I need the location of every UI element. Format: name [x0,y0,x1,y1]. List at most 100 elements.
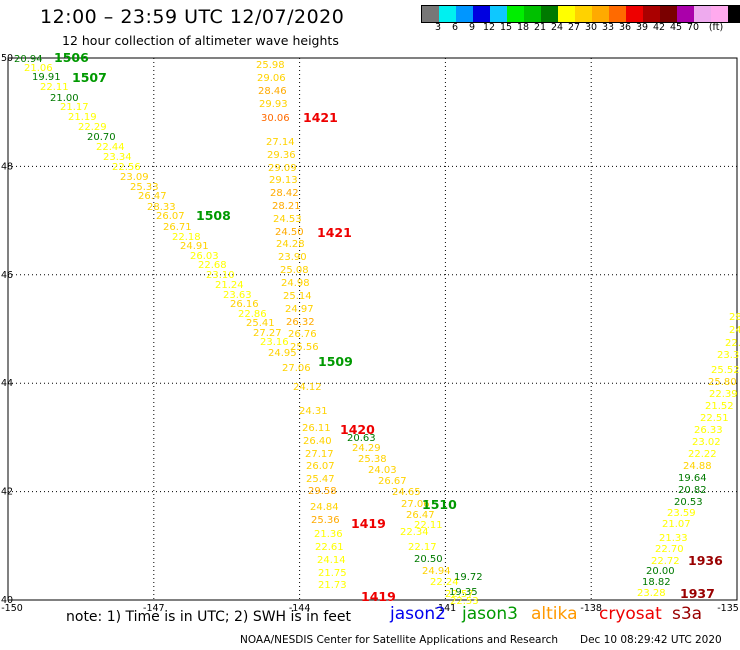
scale-label: 3 [434,22,442,33]
scale-swatch [490,6,507,22]
swh-value: 24.14 [317,555,346,566]
scale-label: 42 [652,22,666,33]
satellite-legend-s3a: s3a [672,604,703,624]
track-id-labels: 1506 1507 1508 1509 1510 1421 1421 1420 1419 1419… [54,50,723,604]
swh-value: 21.17 [60,102,89,113]
track-id-label: 1510 [422,497,457,512]
swh-value: 26.76 [288,329,317,340]
scale-swatch [524,6,541,22]
lat-tick-label: 48 [1,161,13,172]
scale-label: 24 [550,22,564,33]
swh-value: 22.17 [408,542,437,553]
swh-value: 19.35 [449,587,478,598]
swh-value: 25.56 [290,342,319,353]
swh-value: 23.16 [260,337,289,348]
swh-value: 22.39 [709,389,738,400]
swh-value: 24.84 [310,502,339,513]
page-subtitle: 12 hour collection of altimeter wave hei… [62,33,339,48]
scale-swatch [558,6,575,22]
lon-tick-label: -147 [143,603,165,614]
swh-value: 24.50 [275,227,304,238]
swh-value: 23.10 [206,270,235,281]
swh-value: 24.28 [276,239,305,250]
swh-value: 24.2 [729,325,740,336]
swh-value: 21.33 [659,533,688,544]
lat-tick-label: 46 [1,270,13,281]
scale-swatch [473,6,490,22]
scale-swatch [694,6,711,22]
swh-value: 28 [0,0,13,3]
swh-value: 20.00 [646,566,675,577]
scale-swatch [677,6,694,22]
swh-value: 25.47 [306,474,335,485]
swh-value: 23.34 [103,152,132,163]
swh-value: 22.51 [700,413,729,424]
swh-value: 25.36 [311,515,340,526]
swh-value: 21.36 [314,529,343,540]
swh-value: 24.95 [268,348,297,359]
swh-value: 25.52 [711,365,740,376]
swh-value: 18.82 [642,577,671,588]
scale-label: 9 [468,22,476,33]
track-id-label: 1421 [303,110,338,125]
satellite-legend-jason2: jason2 [390,604,446,624]
swh-value: 24.88 [683,461,712,472]
satellite-legend-jason3: jason3 [462,604,518,624]
swh-value: 26.47 [406,510,435,521]
swh-value: 26.11 [302,423,331,434]
scale-swatch [592,6,609,22]
scale-swatch [456,6,473,22]
swh-value: 22.34 [400,527,429,538]
swh-value: 22.18 [172,232,201,243]
swh-value: 21.06 [24,63,53,74]
swh-value: 22.57 [445,589,474,600]
swh-value: 22.56 [112,162,141,173]
swh-value: 28.33 [147,202,176,213]
swh-value: 27.06 [401,499,430,510]
swh-value: 26.47 [138,191,167,202]
scale-label: 15 [499,22,513,33]
generation-timestamp: Dec 10 08:29:42 UTC 2020 [580,634,722,646]
scale-swatch [711,6,728,22]
swh-value: 25.80 [708,377,737,388]
swh-value: 21.24 [215,280,244,291]
swh-value: 25.33 [130,182,159,193]
swh-value: 20.53 [674,497,703,508]
swh-value: 24.91 [180,241,209,252]
lat-tick-label: 44 [1,378,13,389]
swh-value: 26.16 [230,299,259,310]
track-id-label: 1419 [361,589,396,604]
swh-value: 25.08 [280,265,309,276]
swh-value: 20.70 [87,132,116,143]
swh-value: 26.71 [163,222,192,233]
swh-value: 21.75 [318,568,347,579]
lon-tick-label: -135 [717,603,739,614]
swh-value: 20.94 [14,54,43,65]
track-id-label: 1937 [680,586,715,601]
scale-swatch [626,6,643,22]
swh-value: 25.14 [283,291,312,302]
swh-value: 22.11 [40,82,69,93]
swh-value: 29.58 [308,486,337,497]
satellite-legend-altika: altika [531,604,578,624]
swh-value: 26.03 [190,251,219,262]
swh-value: 24.97 [285,304,314,315]
swh-value: 26.33 [694,425,723,436]
scale-label: 12 [482,22,496,33]
swh-value: 26.67 [378,476,407,487]
swh-value: 23.31 [717,350,740,361]
swh-value: 20.82 [678,485,707,496]
swh-value: 29.06 [257,73,286,84]
swh-value: 22.44 [96,142,125,153]
swh-value: 22.22 [688,449,717,460]
swh-value: 28.21 [272,201,301,212]
swh-value: 24.98 [281,278,310,289]
lon-tick-label: -141 [435,603,457,614]
scale-swatch [507,6,524,22]
swh-value: 28 [729,312,740,323]
scale-label: 18 [516,22,530,33]
lat-tick-label: 40 [1,595,13,606]
map-grid [8,58,737,600]
scale-swatch [575,6,592,22]
color-scale-bar [421,5,740,23]
